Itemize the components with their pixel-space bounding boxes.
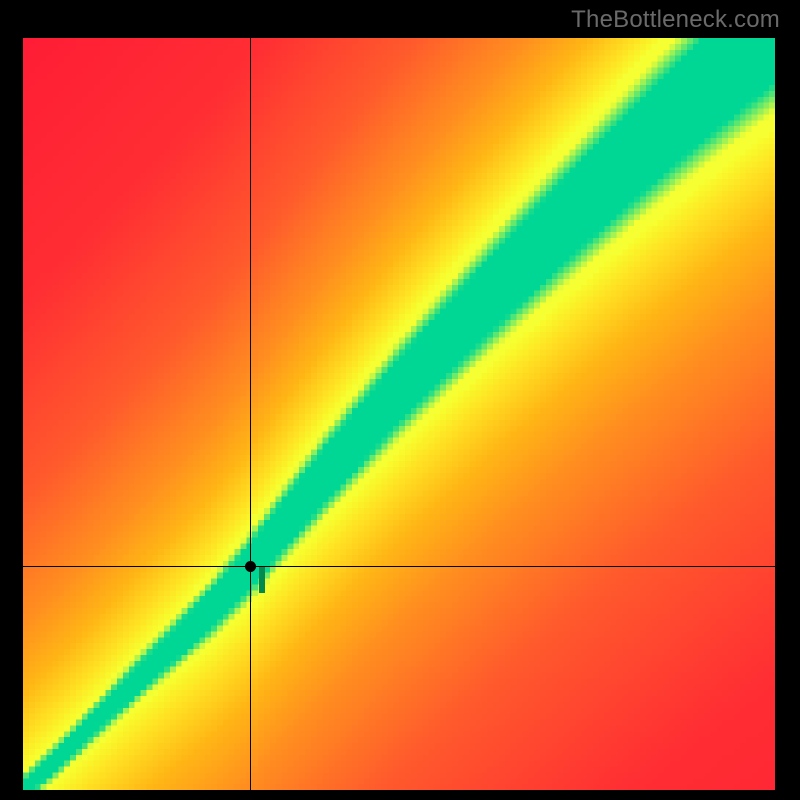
bottleneck-heatmap: [23, 38, 775, 790]
crosshair-horizontal: [23, 566, 775, 567]
watermark-text: TheBottleneck.com: [571, 6, 780, 34]
marker-tick-below: [259, 567, 265, 593]
crosshair-vertical: [250, 38, 251, 790]
